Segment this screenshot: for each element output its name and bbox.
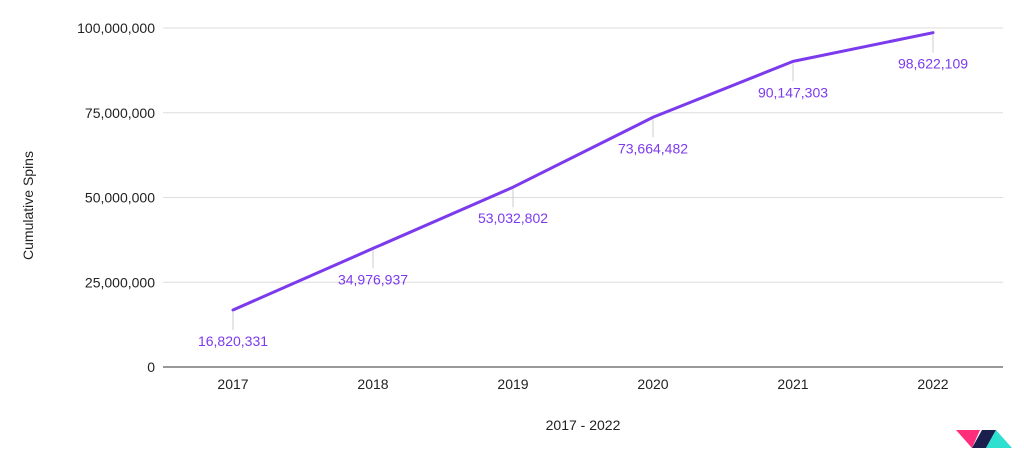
x-tick-label: 2021 [777, 376, 808, 392]
x-tick-label: 2018 [357, 376, 388, 392]
y-tick-label: 50,000,000 [85, 190, 155, 206]
y-tick-label: 75,000,000 [85, 105, 155, 121]
y-axis-title: Cumulative Spins [20, 151, 36, 260]
series-layer [231, 31, 935, 312]
gridlines [163, 27, 1003, 283]
logo-navy-shape [972, 430, 996, 448]
data-label: 34,976,937 [338, 271, 408, 287]
y-tick-label: 25,000,000 [85, 274, 155, 290]
logo-pink-shape [956, 430, 980, 448]
data-label: 53,032,802 [478, 210, 548, 226]
x-tick-labels: 2017 2018 2019 2020 2021 2022 [217, 376, 948, 392]
x-tick-label: 2019 [497, 376, 528, 392]
data-label-leaders [232, 34, 934, 330]
data-labels: 16,820,331 34,976,937 53,032,802 73,664,482… [198, 56, 968, 349]
data-label: 16,820,331 [198, 333, 268, 349]
x-tick-label: 2022 [917, 376, 948, 392]
data-label: 73,664,482 [618, 140, 688, 156]
x-tick-label: 2017 [217, 376, 248, 392]
series-line [231, 31, 935, 312]
data-label: 98,622,109 [898, 56, 968, 72]
x-axis-title: 2017 - 2022 [546, 417, 621, 433]
brand-logo [956, 430, 1012, 448]
y-tick-label: 100,000,000 [77, 20, 155, 36]
logo-teal-shape [986, 430, 1012, 448]
x-tick-label: 2020 [637, 376, 668, 392]
data-label: 90,147,303 [758, 84, 828, 100]
y-tick-labels: 0 25,000,000 50,000,000 75,000,000 100,000,0… [77, 20, 155, 375]
y-tick-label: 0 [147, 359, 155, 375]
